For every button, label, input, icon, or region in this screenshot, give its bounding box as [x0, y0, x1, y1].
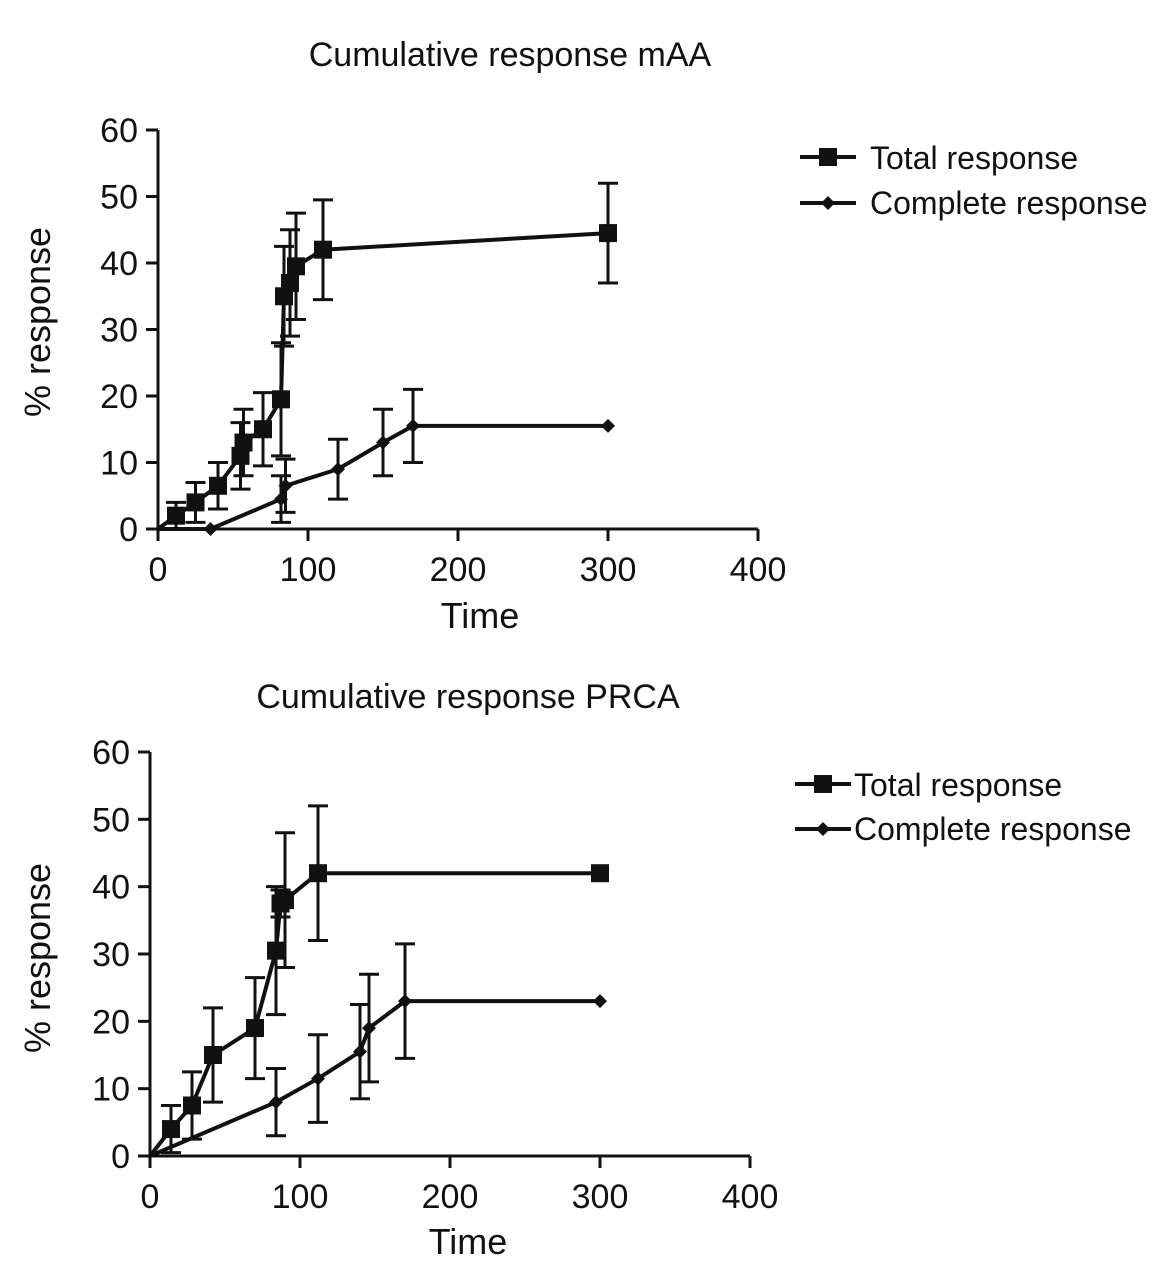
x-tick-label: 0 [141, 1178, 160, 1216]
series-line-complete [158, 423, 608, 531]
data-point-complete [376, 435, 390, 450]
y-tick-label: 0 [119, 511, 138, 549]
legend-marker-square [814, 775, 832, 793]
x-tick-label: 300 [572, 1178, 629, 1216]
data-point-total [267, 941, 285, 960]
legend-marker-diamond [816, 822, 830, 836]
data-point-total [209, 476, 227, 495]
series-line-total [148, 871, 600, 1158]
y-tick-label: 40 [92, 869, 130, 907]
y-tick-label: 10 [92, 1071, 130, 1109]
legend-label-total: Total response [854, 767, 1062, 803]
data-point-total [276, 891, 294, 910]
data-point-total [309, 864, 327, 883]
data-point-complete [278, 478, 293, 493]
data-point-total [591, 864, 609, 883]
data-point-total [287, 257, 305, 276]
data-point-total [162, 1120, 180, 1139]
y-tick-label: 30 [92, 936, 130, 974]
y-tick-label: 50 [100, 179, 138, 217]
data-point-complete [362, 1021, 376, 1036]
x-tick-label: 200 [430, 551, 487, 589]
legend-marker-diamond [821, 196, 835, 210]
data-point-total [272, 390, 290, 409]
data-point-complete [398, 994, 412, 1009]
x-tick-label: 200 [422, 1178, 479, 1216]
data-point-complete [331, 462, 345, 477]
data-point-total [599, 224, 617, 243]
y-tick-label: 60 [100, 112, 138, 150]
data-point-complete [353, 1044, 367, 1059]
y-axis-label: % response [17, 863, 58, 1053]
x-tick-label: 300 [580, 551, 637, 589]
y-tick-label: 0 [111, 1138, 130, 1176]
data-point-total [246, 1019, 264, 1038]
data-point-total [204, 1046, 222, 1064]
x-tick-label: 400 [722, 1178, 779, 1216]
data-point-total [186, 493, 205, 512]
legend-marker-square [819, 148, 837, 166]
x-axis-label: Time [429, 1221, 508, 1262]
y-tick-label: 20 [100, 378, 138, 416]
data-point-complete [601, 418, 615, 433]
chart-title: Cumulative response mAA [309, 36, 712, 74]
x-tick-label: 400 [730, 551, 787, 589]
series-line-complete [149, 999, 600, 1158]
legend-label-total: Total response [870, 140, 1078, 176]
legend: Total response Complete response [800, 140, 1147, 221]
y-tick-label: 40 [100, 245, 138, 283]
y-tick-label: 20 [92, 1003, 130, 1041]
data-point-total [183, 1096, 201, 1115]
x-tick-label: 0 [149, 551, 168, 589]
legend: Total response Complete response [795, 767, 1131, 847]
data-point-total [234, 433, 253, 452]
y-tick-label: 10 [100, 445, 138, 483]
x-tick-label: 100 [272, 1178, 329, 1216]
data-point-complete [269, 1095, 283, 1110]
chart-maa: Cumulative response mAA % response Time … [17, 36, 1147, 636]
legend-label-complete: Complete response [854, 811, 1131, 847]
data-point-total [314, 240, 332, 259]
data-point-total [254, 420, 272, 439]
x-axis-label: Time [441, 595, 520, 636]
y-tick-label: 50 [92, 801, 130, 839]
legend-label-complete: Complete response [870, 185, 1147, 221]
data-point-complete [203, 522, 218, 536]
data-point-complete [311, 1071, 325, 1086]
y-tick-label: 60 [92, 734, 130, 772]
x-tick-label: 100 [280, 551, 337, 589]
data-point-total [167, 506, 185, 525]
y-tick-label: 30 [100, 312, 138, 350]
y-axis-label: % response [17, 227, 58, 417]
data-point-complete [406, 418, 420, 433]
data-point-complete [593, 994, 607, 1009]
chart-prca: Cumulative response PRCA % response Time… [17, 678, 1131, 1262]
chart-title: Cumulative response PRCA [256, 678, 680, 716]
